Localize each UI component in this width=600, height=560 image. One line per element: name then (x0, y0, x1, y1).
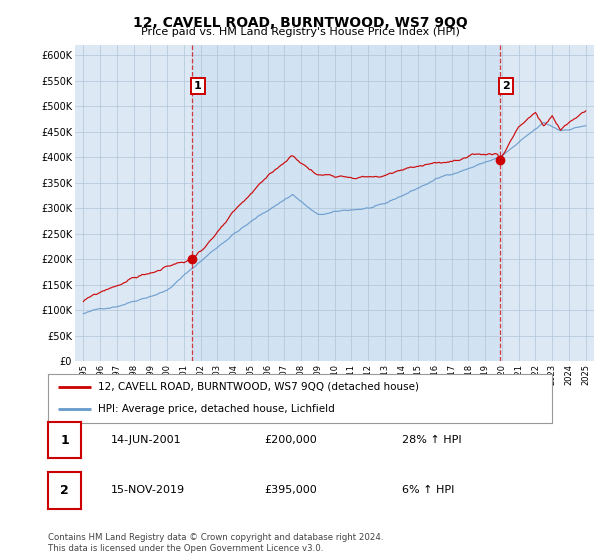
Text: 2: 2 (60, 484, 69, 497)
Text: £395,000: £395,000 (264, 486, 317, 496)
Bar (191, 45, 500, 361)
Text: 1: 1 (194, 81, 202, 91)
Text: 12, CAVELL ROAD, BURNTWOOD, WS7 9QQ: 12, CAVELL ROAD, BURNTWOOD, WS7 9QQ (133, 16, 467, 30)
Text: 28% ↑ HPI: 28% ↑ HPI (402, 435, 461, 445)
Text: 15-NOV-2019: 15-NOV-2019 (111, 486, 185, 496)
Text: 14-JUN-2001: 14-JUN-2001 (111, 435, 182, 445)
Text: 6% ↑ HPI: 6% ↑ HPI (402, 486, 454, 496)
Text: Price paid vs. HM Land Registry's House Price Index (HPI): Price paid vs. HM Land Registry's House … (140, 27, 460, 37)
Text: 2: 2 (502, 81, 510, 91)
Text: Contains HM Land Registry data © Crown copyright and database right 2024.
This d: Contains HM Land Registry data © Crown c… (48, 533, 383, 553)
Text: £200,000: £200,000 (264, 435, 317, 445)
Text: 12, CAVELL ROAD, BURNTWOOD, WS7 9QQ (detached house): 12, CAVELL ROAD, BURNTWOOD, WS7 9QQ (det… (98, 382, 419, 392)
Text: HPI: Average price, detached house, Lichfield: HPI: Average price, detached house, Lich… (98, 404, 335, 414)
Text: 1: 1 (60, 433, 69, 446)
